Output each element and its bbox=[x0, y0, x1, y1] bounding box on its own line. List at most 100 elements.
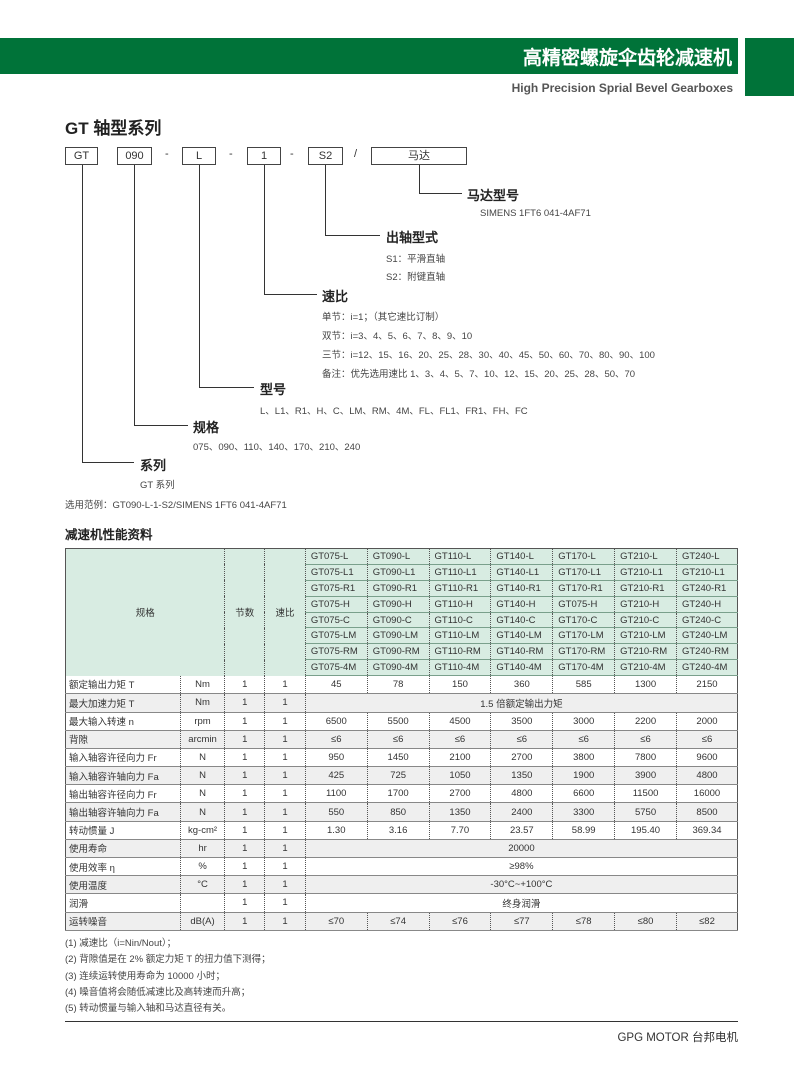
row-value: 1900 bbox=[552, 766, 615, 786]
model-cell: GT210-L1 bbox=[614, 564, 677, 581]
row-value: ≤74 bbox=[366, 912, 430, 931]
row-value: 7.70 bbox=[428, 821, 491, 840]
row-name: 输入轴容许径向力 Fr bbox=[65, 748, 181, 768]
table-row: 输入轴容许径向力 Fr N 1 1 950 1450 2100 2700 3800 7800 960… bbox=[65, 748, 738, 768]
legend-motor-line: SIMENS 1FT6 041-4AF71 bbox=[480, 208, 591, 219]
row-value: 8500 bbox=[675, 802, 738, 822]
row-unit: rpm bbox=[179, 712, 225, 731]
model-cell: GT170-LM bbox=[552, 627, 615, 645]
header-bar: 高精密螺旋伞齿轮减速机 bbox=[0, 38, 738, 74]
row-value: ≤6 bbox=[428, 730, 491, 749]
row-value: ≤77 bbox=[490, 912, 553, 931]
table-row: 额定输出力矩 T Nm 1 1 45 78 150 360 585 1300 2150 bbox=[65, 675, 738, 695]
row-unit: N bbox=[179, 766, 225, 786]
row-value: ≤6 bbox=[304, 730, 368, 749]
model-cell: GT140-H bbox=[490, 596, 553, 613]
table-row: 输入轴容许轴向力 Fa N 1 1 425 725 1050 1350 1900 3900 4800 bbox=[65, 766, 738, 786]
legend-shaft-line: S2：附键直轴 bbox=[386, 272, 446, 283]
row-unit: N bbox=[179, 802, 225, 822]
row-value: 1300 bbox=[614, 675, 677, 695]
legend-shaft-line: S1：平滑直轴 bbox=[386, 254, 446, 265]
row-ratio: 1 bbox=[264, 730, 306, 749]
model-cell: GT110-L1 bbox=[428, 564, 491, 581]
row-value: 2700 bbox=[490, 748, 553, 768]
row-ratio: 1 bbox=[264, 802, 306, 822]
row-stages: 1 bbox=[224, 784, 265, 804]
model-cell: GT075-H bbox=[552, 596, 615, 613]
model-cell: GT090-LM bbox=[366, 627, 430, 645]
code-box-series: GT bbox=[65, 147, 98, 165]
legend-ratio-label: 速比 bbox=[322, 289, 349, 304]
connector-line bbox=[82, 165, 83, 463]
row-value: 3.16 bbox=[366, 821, 430, 840]
model-cell: GT140-LM bbox=[490, 627, 553, 645]
model-cell: GT240-LM bbox=[675, 627, 738, 645]
row-stages: 1 bbox=[224, 857, 265, 877]
legend-model-label: 型号 bbox=[260, 382, 287, 397]
model-cell: GT240-L bbox=[675, 548, 738, 565]
section-title: GT 轴型系列 bbox=[65, 119, 162, 138]
code-box-motor: 马达 bbox=[371, 147, 467, 165]
row-ratio: 1 bbox=[264, 839, 306, 859]
header-row: GT075-4M GT090-4M GT110-4M GT140-4M GT170-4M… bbox=[66, 659, 738, 677]
header-ratio: 速比 bbox=[264, 548, 306, 676]
row-ratio: 1 bbox=[264, 693, 306, 713]
row-value: 195.40 bbox=[614, 821, 677, 840]
row-value: 2200 bbox=[614, 712, 677, 731]
connector-line bbox=[264, 294, 317, 295]
footnote: (1) 减速比（i=Nin/Nout）； bbox=[65, 938, 177, 949]
code-box-size: 090 bbox=[117, 147, 152, 165]
row-value: 4500 bbox=[428, 712, 491, 731]
row-stages: 1 bbox=[224, 912, 265, 931]
legend-motor-label: 马达型号 bbox=[467, 188, 520, 203]
legend-series-label: 系列 bbox=[140, 458, 167, 473]
table-row: 输出轴容许轴向力 Fa N 1 1 550 850 1350 2400 3300 5750 8500 bbox=[65, 802, 738, 822]
row-stages: 1 bbox=[224, 821, 265, 840]
row-value: 78 bbox=[366, 675, 430, 695]
row-value: ≤76 bbox=[428, 912, 491, 931]
model-cell: GT240-R1 bbox=[675, 580, 738, 597]
row-value-span: 1.5 倍额定输出力矩 bbox=[304, 693, 738, 713]
model-cell: GT210-L1 bbox=[675, 564, 738, 581]
row-value: 4800 bbox=[490, 784, 553, 804]
model-cell: GT170-L1 bbox=[552, 564, 615, 581]
footer-brand: GPG MOTOR 台邦电机 bbox=[617, 1032, 738, 1044]
model-cell: GT090-R1 bbox=[366, 580, 430, 597]
model-cell: GT110-C bbox=[428, 612, 491, 629]
row-unit: % bbox=[179, 857, 225, 877]
row-value: 1.30 bbox=[304, 821, 368, 840]
row-stages: 1 bbox=[224, 730, 265, 749]
model-cell: GT110-H bbox=[428, 596, 491, 613]
connector-line bbox=[419, 165, 420, 194]
model-cell: GT210-H bbox=[614, 596, 677, 613]
row-name: 运转噪音 bbox=[65, 912, 181, 931]
table-row: 最大输入转速 n rpm 1 1 6500 5500 4500 3500 3000 2200 200… bbox=[65, 712, 738, 731]
connector-line bbox=[419, 193, 462, 194]
code-box-ratio: 1 bbox=[247, 147, 281, 165]
header-row: GT075-R1 GT090-R1 GT110-R1 GT140-R1 GT170-R1… bbox=[66, 580, 738, 597]
model-cell: GT210-LM bbox=[614, 627, 677, 645]
row-value: ≤6 bbox=[552, 730, 615, 749]
model-cell: GT090-H bbox=[366, 596, 430, 613]
row-unit bbox=[179, 893, 225, 913]
selection-example: 选用范例：GT090-L-1-S2/SIMENS 1FT6 041-4AF71 bbox=[65, 500, 287, 511]
table-row: 润滑 1 1 终身润滑 bbox=[65, 893, 738, 913]
model-cell: GT090-RM bbox=[366, 643, 430, 661]
row-value: 1350 bbox=[490, 766, 553, 786]
footnote: (5) 转动惯量与输入轴和马达直径有关。 bbox=[65, 1003, 232, 1015]
footnotes: (1) 减速比（i=Nin/Nout）； (2) 背隙值是在 2% 额定力矩 T… bbox=[65, 936, 271, 1017]
row-stages: 1 bbox=[224, 893, 265, 913]
model-cell: GT075-L1 bbox=[304, 564, 368, 581]
table-title: 减速机性能资料 bbox=[65, 528, 153, 542]
row-value: 850 bbox=[366, 802, 430, 822]
code-separator: - bbox=[165, 148, 169, 160]
legend-ratio-line: 双节：i=3、4、5、6、7、8、9、10 bbox=[322, 331, 473, 342]
row-name: 润滑 bbox=[65, 893, 181, 913]
row-value: ≤80 bbox=[614, 912, 677, 931]
row-value: 23.57 bbox=[490, 821, 553, 840]
row-value: 3900 bbox=[614, 766, 677, 786]
row-unit: hr bbox=[179, 839, 225, 859]
model-cell: GT170-RM bbox=[552, 643, 615, 661]
model-cell: GT075-LM bbox=[304, 627, 368, 645]
row-stages: 1 bbox=[224, 839, 265, 859]
